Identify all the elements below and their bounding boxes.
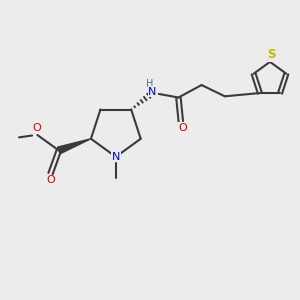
Text: N: N <box>148 87 157 97</box>
Text: H: H <box>146 79 154 89</box>
Text: S: S <box>267 48 276 61</box>
Text: O: O <box>32 123 41 133</box>
Polygon shape <box>58 139 91 154</box>
Text: O: O <box>46 175 55 185</box>
Text: N: N <box>112 152 120 162</box>
Text: O: O <box>178 123 187 133</box>
